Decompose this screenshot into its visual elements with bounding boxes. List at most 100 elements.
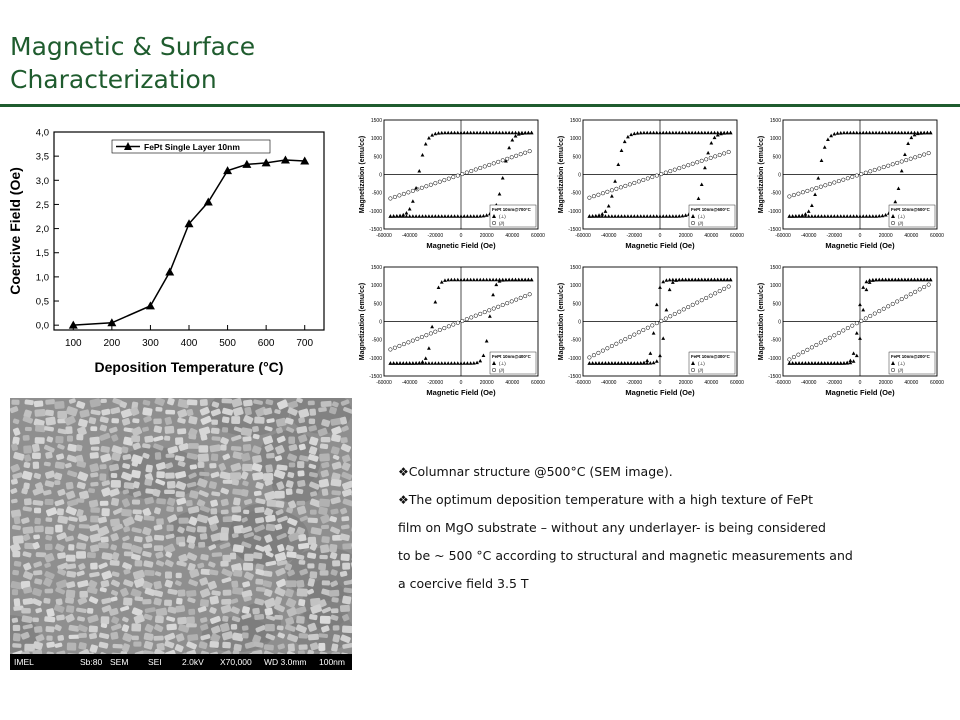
sem-grain <box>35 634 45 642</box>
inplane-point <box>500 158 505 163</box>
sem-grain <box>33 400 44 408</box>
x-tick-label: 40000 <box>505 233 519 239</box>
outofplane-point <box>616 214 621 218</box>
sem-grain <box>296 526 306 536</box>
sem-grain <box>57 443 65 450</box>
sem-grain <box>123 427 134 433</box>
sem-label-voltage: 2.0kV <box>182 657 204 667</box>
outofplane-point <box>874 130 878 135</box>
sem-grain <box>262 580 273 588</box>
sem-grain <box>296 588 308 597</box>
sem-grain <box>133 641 142 647</box>
inplane-point <box>618 339 623 344</box>
inplane-point <box>690 161 695 166</box>
sem-grain <box>99 587 107 593</box>
sem-grain <box>76 607 87 613</box>
inplane-point <box>841 328 846 333</box>
outofplane-point <box>699 182 704 187</box>
sem-grain <box>143 543 153 549</box>
outofplane-point <box>722 277 727 282</box>
outofplane-point <box>696 277 701 282</box>
sem-grain <box>131 435 141 442</box>
outofplane-point <box>430 214 435 218</box>
sem-grain <box>32 461 40 469</box>
sem-grain <box>321 461 330 469</box>
sem-grain <box>67 443 78 452</box>
inplane-point <box>708 155 713 160</box>
sem-grain <box>34 525 44 533</box>
sem-grain <box>177 409 188 418</box>
outofplane-point <box>407 214 412 218</box>
outofplane-point <box>478 214 483 218</box>
outofplane-point <box>683 130 688 135</box>
inplane-point <box>863 170 868 175</box>
outofplane-point <box>616 162 621 166</box>
outofplane-point <box>507 145 512 150</box>
sem-grain <box>57 562 69 571</box>
outofplane-point <box>861 130 866 135</box>
outofplane-point <box>854 353 859 358</box>
inplane-point <box>410 338 415 343</box>
sem-grain <box>142 407 153 416</box>
sem-grain <box>110 497 120 506</box>
outofplane-point <box>896 186 901 190</box>
sem-grain <box>119 401 128 409</box>
sem-grain <box>89 644 98 653</box>
sem-grain <box>275 567 286 577</box>
outofplane-point <box>507 130 512 135</box>
sem-grain <box>86 586 98 595</box>
outofplane-point <box>487 277 492 282</box>
legend-marker <box>124 142 132 150</box>
outofplane-point <box>603 214 608 218</box>
outofplane-point <box>410 199 415 203</box>
inplane-point <box>650 174 655 180</box>
sem-grain <box>46 608 55 618</box>
y-tick-label: 0 <box>578 173 581 179</box>
sem-grain <box>45 507 58 517</box>
inplane-point <box>913 289 918 294</box>
legend-marker-par <box>690 367 696 373</box>
sem-grain <box>89 524 100 532</box>
sem-grain <box>57 428 67 435</box>
outofplane-point <box>407 361 412 365</box>
sem-grain <box>264 607 273 616</box>
hysteresis-chart-600c: -60000 -40000 -20000 0 20000 40000 60000-1500-… <box>558 118 744 250</box>
inplane-point <box>677 309 682 314</box>
sem-grain <box>33 561 43 568</box>
outofplane-point <box>590 361 595 365</box>
sem-grain <box>143 640 154 650</box>
y-axis-label: Magnetization (emu/cc) <box>359 283 366 360</box>
sem-grain <box>153 580 162 590</box>
y-tick-label: -1000 <box>768 209 781 215</box>
sem-grain <box>90 481 99 487</box>
sem-grain <box>13 516 21 525</box>
outofplane-point <box>822 145 827 149</box>
inplane-point <box>388 196 393 201</box>
inplane-point <box>627 182 632 187</box>
sem-grain <box>164 489 175 495</box>
sem-grain <box>199 577 209 586</box>
sem-grain <box>296 579 305 588</box>
sem-grain <box>255 625 266 633</box>
inplane-point <box>899 297 904 302</box>
inplane-point <box>428 331 433 336</box>
sem-grain <box>252 455 262 464</box>
outofplane-point <box>854 214 859 218</box>
inplane-point <box>609 343 614 349</box>
outofplane-point <box>388 214 393 218</box>
inplane-point <box>922 152 927 157</box>
sem-grain <box>253 524 265 533</box>
sem-grain <box>197 453 209 463</box>
sem-grain <box>309 571 318 579</box>
sem-grain <box>263 588 273 597</box>
sem-grain <box>33 507 42 514</box>
sem-grain <box>11 589 19 596</box>
sem-grain <box>264 490 277 501</box>
sem-grain <box>331 597 339 603</box>
sem-grain <box>241 541 252 549</box>
sem-grain <box>263 570 273 577</box>
inplane-point <box>618 185 623 190</box>
sem-grain <box>318 506 328 516</box>
x-tick-label: 40000 <box>704 380 718 386</box>
outofplane-point <box>861 214 866 218</box>
